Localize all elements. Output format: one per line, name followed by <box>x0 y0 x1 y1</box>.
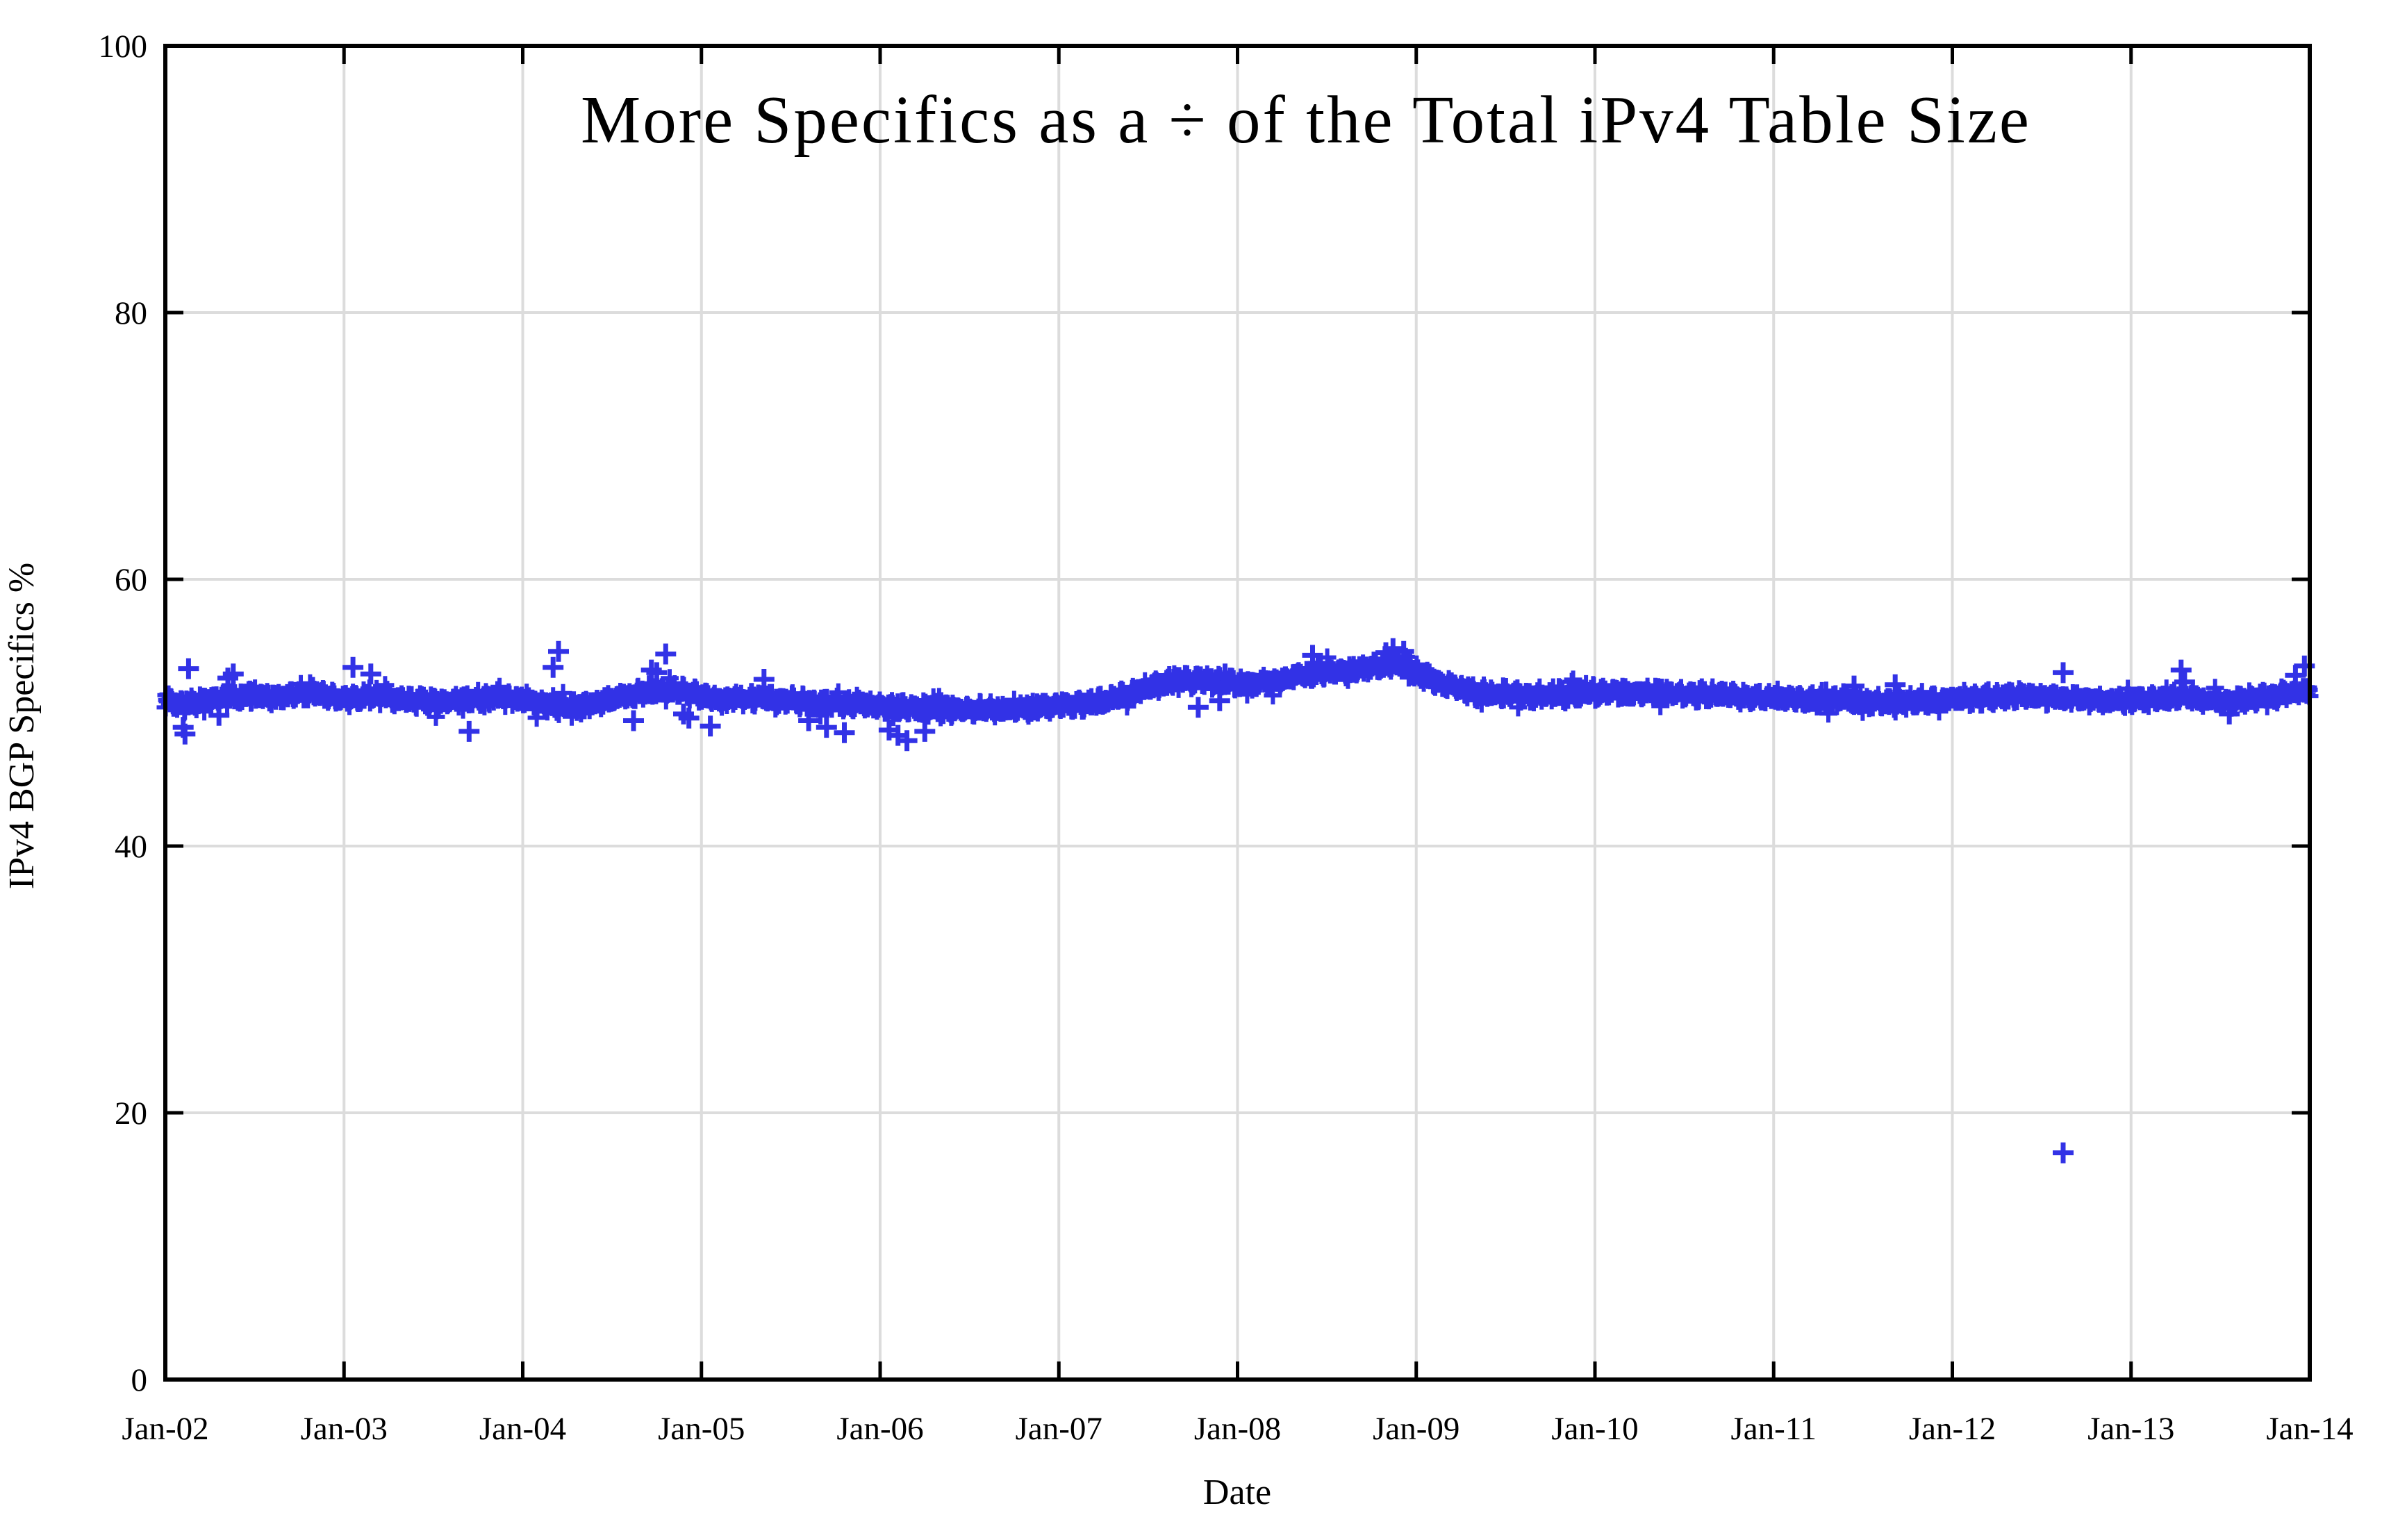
x-tick-label: Jan-13 <box>2087 1411 2174 1447</box>
x-tick-label: Jan-07 <box>1016 1411 1102 1447</box>
y-tick-labels: 0 20 40 60 80 100 <box>99 28 148 1398</box>
x-tick-label: Jan-02 <box>122 1411 208 1447</box>
x-tick-label: Jan-06 <box>836 1411 923 1447</box>
x-tick-label: Jan-11 <box>1730 1411 1817 1447</box>
x-axis-label: Date <box>1203 1473 1271 1512</box>
data-points-outliers <box>172 638 2315 1164</box>
tick-marks-layer <box>163 44 2312 1382</box>
x-tick-label: Jan-03 <box>301 1411 388 1447</box>
x-tick-labels: Jan-02 Jan-03 Jan-04 Jan-05 Jan-06 Jan-07 Jan-… <box>122 1411 2353 1447</box>
x-tick-label: Jan-12 <box>1909 1411 1996 1447</box>
y-tick-label: 100 <box>99 28 148 65</box>
x-tick-label: Jan-14 <box>2266 1411 2353 1447</box>
x-tick-label: Jan-08 <box>1194 1411 1281 1447</box>
y-axis-label: IPv4 BGP Specifics % <box>2 563 42 889</box>
scatter-points-layer <box>156 638 2319 1164</box>
x-tick-label: Jan-10 <box>1551 1411 1638 1447</box>
x-tick-label: Jan-05 <box>658 1411 745 1447</box>
y-tick-label: 20 <box>115 1095 147 1132</box>
x-tick-label: Jan-04 <box>479 1411 566 1447</box>
grid-layer <box>165 46 2310 1380</box>
y-tick-label: 80 <box>115 295 147 331</box>
y-tick-label: 60 <box>115 562 147 598</box>
y-tick-label: 40 <box>115 829 147 865</box>
x-tick-label: Jan-09 <box>1373 1411 1459 1447</box>
chart-title: More Specifics as a ÷ of the Total iPv4 … <box>581 83 2031 157</box>
y-tick-label: 0 <box>131 1362 148 1398</box>
